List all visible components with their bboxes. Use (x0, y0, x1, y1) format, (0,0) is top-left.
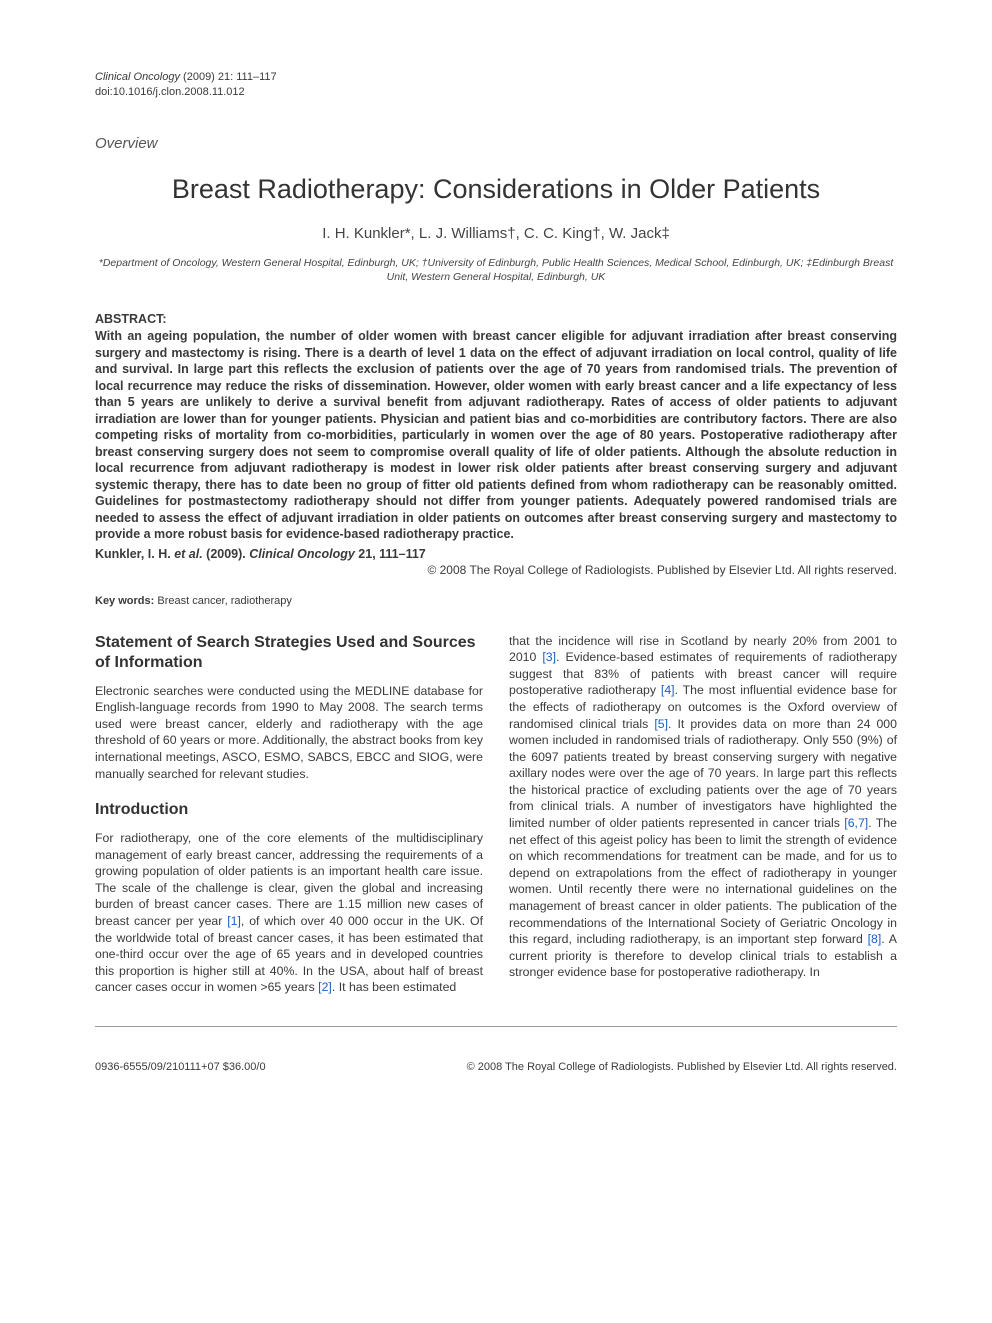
reference-link[interactable]: [2] (318, 980, 332, 994)
right-text-d: . It provides data on more than 24 000 w… (509, 717, 897, 831)
reference-link[interactable]: [4] (661, 683, 675, 697)
reference-link[interactable]: [5] (654, 717, 668, 731)
body-columns: Statement of Search Strategies Used and … (95, 633, 897, 997)
abstract-copyright: © 2008 The Royal College of Radiologists… (95, 563, 897, 577)
affiliations: *Department of Oncology, Western General… (95, 256, 897, 284)
footer-issn: 0936-6555/09/210111+07 $36.00/0 (95, 1061, 266, 1073)
article-title: Breast Radiotherapy: Considerations in O… (95, 174, 897, 205)
authors: I. H. Kunkler*, L. J. Williams†, C. C. K… (95, 225, 897, 242)
reference-link[interactable]: [8] (868, 932, 882, 946)
abstract-text: With an ageing population, the number of… (95, 328, 897, 543)
section-introduction: Introduction (95, 800, 483, 820)
citation-line: Kunkler, I. H. et al. (2009). Clinical O… (95, 547, 897, 561)
keywords-line: Key words: Breast cancer, radiotherapy (95, 595, 897, 607)
citation-journal: Clinical Oncology (249, 547, 355, 561)
footer-divider (95, 1026, 897, 1027)
article-type: Overview (95, 135, 897, 152)
reference-link[interactable]: [1] (227, 914, 241, 928)
page-footer: 0936-6555/09/210111+07 $36.00/0 © 2008 T… (95, 1061, 897, 1073)
keywords-text: Breast cancer, radiotherapy (157, 595, 292, 607)
abstract-label: ABSTRACT: (95, 312, 897, 326)
right-col-para: that the incidence will rise in Scotland… (509, 633, 897, 981)
citation-rest: (2009). (203, 547, 250, 561)
citation-etal: et al. (174, 547, 203, 561)
search-strategies-para: Electronic searches were conducted using… (95, 683, 483, 783)
introduction-para: For radiotherapy, one of the core elemen… (95, 830, 483, 996)
right-text-e: . The net effect of this ageist policy h… (509, 816, 897, 946)
footer-copyright: © 2008 The Royal College of Radiologists… (467, 1061, 897, 1073)
keywords-label: Key words: (95, 595, 157, 607)
reference-link[interactable]: [6,7] (844, 816, 868, 830)
reference-link[interactable]: [3] (542, 650, 556, 664)
journal-year-vol: (2009) 21: 111–117 (183, 71, 277, 83)
journal-name: Clinical Oncology (95, 71, 180, 83)
journal-header: Clinical Oncology (2009) 21: 111–117 doi… (95, 70, 897, 100)
right-column: that the incidence will rise in Scotland… (509, 633, 897, 997)
intro-text-c: . It has been estimated (332, 980, 456, 994)
citation-authors: Kunkler, I. H. (95, 547, 174, 561)
section-search-strategies: Statement of Search Strategies Used and … (95, 633, 483, 673)
citation-vol: 21, 111–117 (355, 547, 426, 561)
journal-doi: doi:10.1016/j.clon.2008.11.012 (95, 86, 245, 98)
left-column: Statement of Search Strategies Used and … (95, 633, 483, 997)
